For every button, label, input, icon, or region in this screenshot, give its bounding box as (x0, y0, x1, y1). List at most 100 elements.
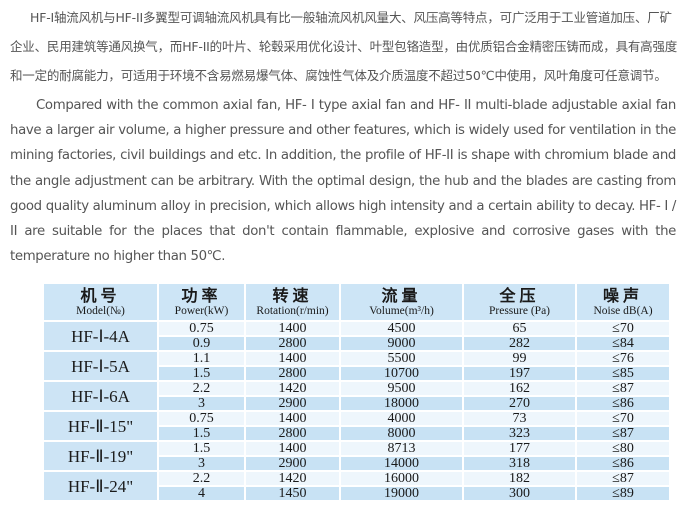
noise-cell: ≤84 (575, 335, 671, 352)
rotation-cell: 1400 (244, 320, 341, 337)
noise-cell: ≤80 (575, 440, 671, 457)
table-row: HF-Ⅰ-6A 2.2 1420 9500 162 ≤87 (42, 380, 671, 412)
power-cell: 3 (157, 395, 246, 412)
table-row: 1.5 2800 10700 197 ≤85 (43, 365, 671, 382)
header-model: 机号 Model(№) (42, 282, 159, 322)
volume-cell: 4500 (339, 320, 464, 337)
volume-cell: 4000 (339, 410, 464, 427)
model-cell: HF-Ⅱ-19" (42, 440, 159, 472)
header-en: Power(kW) (174, 304, 229, 317)
header-pressure: 全压 Pressure (Pa) (462, 282, 577, 322)
english-line: the angle adjustment can be arbitrary. W… (10, 173, 676, 189)
english-line: good quality aluminum alloy in precision… (10, 198, 676, 214)
header-zh: 机号 (80, 285, 121, 305)
pressure-cell: 65 (462, 320, 577, 337)
table-row: HF-Ⅰ-4A 0.75 1400 4500 65 ≤70 (42, 320, 671, 352)
header-en: Rotation(r/min) (256, 304, 329, 317)
header-en: Pressure (Pa) (489, 304, 550, 317)
rotation-cell: 2800 (244, 335, 341, 352)
noise-cell: ≤86 (575, 395, 671, 412)
header-zh: 功率 (181, 285, 222, 305)
pressure-cell: 182 (462, 470, 577, 487)
power-cell: 0.9 (157, 335, 246, 352)
noise-cell: ≤89 (575, 485, 671, 502)
header-power: 功率 Power(kW) (157, 282, 246, 322)
volume-cell: 16000 (339, 470, 464, 487)
pressure-cell: 73 (462, 410, 577, 427)
table-row: HF-Ⅱ-24" 2.2 1420 16000 182 ≤87 (42, 470, 671, 502)
noise-cell: ≤87 (575, 425, 671, 442)
pressure-cell: 197 (462, 365, 577, 382)
volume-cell: 9000 (339, 335, 464, 352)
volume-cell: 10700 (339, 365, 464, 382)
rotation-cell: 1450 (244, 485, 341, 502)
table-row: 0.9 2800 9000 282 ≤84 (43, 335, 671, 352)
model-cell: HF-Ⅰ-6A (42, 380, 159, 412)
rotation-cell: 2900 (244, 455, 341, 472)
pressure-cell: 318 (462, 455, 577, 472)
power-cell: 0.75 (157, 320, 246, 337)
pressure-cell: 99 (462, 350, 577, 367)
volume-cell: 19000 (339, 485, 464, 502)
header-noise: 噪声 Noise dB(A) (575, 282, 671, 322)
header-en: Volume(m³/h) (369, 304, 434, 317)
volume-cell: 14000 (339, 455, 464, 472)
table-body: HF-Ⅰ-4A 0.75 1400 4500 65 ≤70 0.9 2800 9000 282 ≤8… (42, 320, 671, 502)
chinese-line: 企业、民用建筑等通风换气，而HF-II的叶片、轮毂采用优化设计、叶型包铬造型，由… (10, 39, 678, 54)
noise-cell: ≤86 (575, 455, 671, 472)
noise-cell: ≤85 (575, 365, 671, 382)
power-cell: 2.2 (157, 470, 246, 487)
model-cell: HF-Ⅱ-24" (42, 470, 159, 502)
rotation-cell: 2800 (244, 425, 341, 442)
rotation-cell: 1400 (244, 350, 341, 367)
pressure-cell: 270 (462, 395, 577, 412)
chinese-line: 和一定的耐腐能力，可适用于环境不含易燃易爆气体、腐蚀性气体及介质温度不超过50℃… (10, 68, 667, 83)
pressure-cell: 282 (462, 335, 577, 352)
header-en: Noise dB(A) (593, 304, 653, 317)
noise-cell: ≤70 (575, 410, 671, 427)
noise-cell: ≤87 (575, 380, 671, 397)
volume-cell: 9500 (339, 380, 464, 397)
english-line: mining factories, civil buildings and et… (10, 148, 676, 164)
header-en: Model(№) (76, 304, 125, 317)
table-row: 3 2900 18000 270 ≤86 (43, 395, 671, 412)
power-cell: 1.5 (157, 425, 246, 442)
table-row: HF-Ⅰ-5A 1.1 1400 5500 99 ≤76 (42, 350, 671, 382)
table-row: 3 2900 14000 318 ≤86 (43, 455, 671, 472)
pressure-cell: 162 (462, 380, 577, 397)
rotation-cell: 2900 (244, 395, 341, 412)
noise-cell: ≤87 (575, 470, 671, 487)
rotation-cell: 1420 (244, 380, 341, 397)
pressure-cell: 177 (462, 440, 577, 457)
header-zh: 全压 (499, 285, 540, 305)
rotation-cell: 1420 (244, 470, 341, 487)
header-volume: 流量 Volume(m³/h) (339, 282, 464, 322)
chinese-description: HF-I轴流风机与HF-II多翼型可调轴流风机具有比一般轴流风机风量大、风压高等… (10, 3, 678, 90)
power-cell: 1.5 (157, 440, 246, 457)
table-row: 4 1450 19000 300 ≤89 (43, 485, 671, 502)
rotation-cell: 1400 (244, 410, 341, 427)
english-line: Compared with the common axial fan, HF- … (36, 98, 676, 113)
header-zh: 噪声 (602, 285, 643, 305)
power-cell: 3 (157, 455, 246, 472)
chinese-line: HF-I轴流风机与HF-II多翼型可调轴流风机具有比一般轴流风机风量大、风压高等… (30, 10, 672, 25)
volume-cell: 8000 (339, 425, 464, 442)
volume-cell: 18000 (339, 395, 464, 412)
english-line: II are suitable for the places that don'… (10, 224, 676, 240)
noise-cell: ≤70 (575, 320, 671, 337)
power-cell: 0.75 (157, 410, 246, 427)
power-cell: 4 (157, 485, 246, 502)
rotation-cell: 2800 (244, 365, 341, 382)
volume-cell: 5500 (339, 350, 464, 367)
english-description: Compared with the common axial fan, HF- … (10, 93, 676, 269)
pressure-cell: 300 (462, 485, 577, 502)
english-line: temperature no higher than 50℃. (10, 249, 226, 265)
model-cell: HF-Ⅰ-4A (42, 320, 159, 352)
rotation-cell: 1400 (244, 440, 341, 457)
model-cell: HF-Ⅰ-5A (42, 350, 159, 382)
table-row: HF-Ⅱ-19" 1.5 1400 8713 177 ≤80 (42, 440, 671, 472)
english-line: have a larger air volume, a higher press… (10, 123, 676, 139)
power-cell: 2.2 (157, 380, 246, 397)
header-rotation: 转速 Rotation(r/min) (244, 282, 341, 322)
table-row: HF-Ⅱ-15" 0.75 1400 4000 73 ≤70 (42, 410, 671, 442)
